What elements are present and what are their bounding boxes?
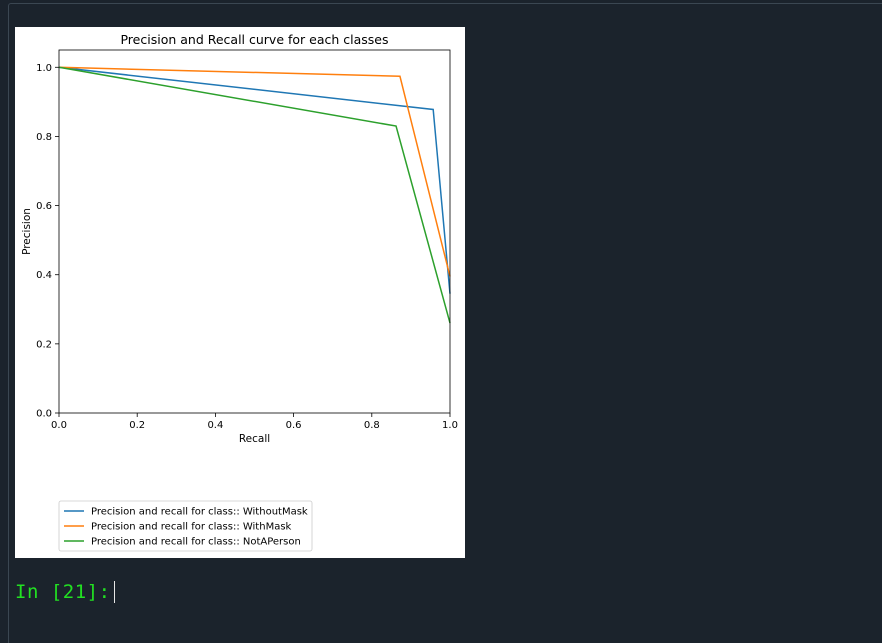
axes-frame xyxy=(58,49,451,414)
y-tick-label: 0.0 xyxy=(36,409,52,420)
legend-label-1: Precision and recall for class:: WithMas… xyxy=(91,522,292,533)
input-prompt: In [21]: xyxy=(15,581,111,603)
x-tick-label: 0.0 xyxy=(51,420,67,431)
code-input-cursor[interactable] xyxy=(114,581,115,603)
series-line-0 xyxy=(58,66,451,294)
cell-output-figure: Precision and Recall curve for each clas… xyxy=(15,27,465,558)
series-line-1 xyxy=(58,66,451,277)
y-tick-label: 0.2 xyxy=(36,339,52,350)
y-tick-label: 1.0 xyxy=(36,63,52,74)
y-tick-label: 0.4 xyxy=(36,270,52,281)
x-tick-label: 0.6 xyxy=(286,420,302,431)
x-axis-label: Recall xyxy=(239,433,270,445)
y-tick-label: 0.8 xyxy=(36,132,52,143)
series-line-2 xyxy=(58,66,451,324)
chart-title: Precision and Recall curve for each clas… xyxy=(120,32,388,47)
legend-label-0: Precision and recall for class:: Without… xyxy=(91,507,308,518)
notebook-cell-frame xyxy=(8,3,882,643)
y-tick-label: 0.6 xyxy=(36,201,52,212)
legend-label-2: Precision and recall for class:: NotAPer… xyxy=(91,537,301,548)
y-axis-label: Precision xyxy=(21,208,33,255)
legend-box xyxy=(58,500,313,552)
x-tick-label: 0.2 xyxy=(129,420,145,431)
x-tick-label: 1.0 xyxy=(442,420,458,431)
x-tick-label: 0.4 xyxy=(207,420,223,431)
x-tick-label: 0.8 xyxy=(364,420,380,431)
precision-recall-chart: Precision and Recall curve for each clas… xyxy=(21,32,458,552)
